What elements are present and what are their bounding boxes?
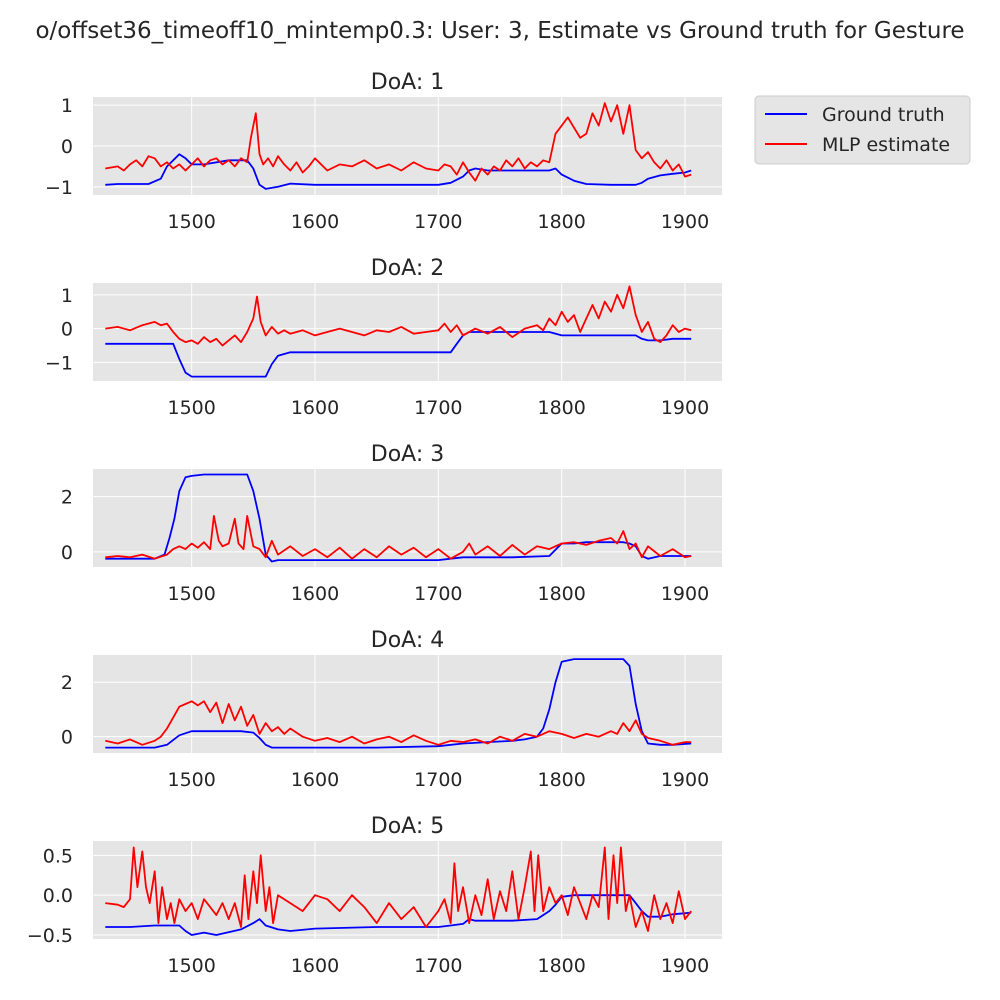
y-tick-label: 0.0 [43, 885, 73, 907]
y-tick-label: −1 [45, 177, 73, 199]
y-tick-label: 0 [61, 319, 73, 341]
figure-suptitle: o/offset36_timeoff10_mintemp0.3: User: 3… [35, 18, 964, 44]
x-tick-label: 1700 [414, 769, 462, 791]
x-tick-label: 1700 [414, 397, 462, 419]
series-group [105, 473, 692, 563]
series-group [105, 846, 692, 936]
x-tick-label: 1800 [537, 211, 585, 233]
x-tick-label: 1900 [661, 583, 709, 605]
y-tick-label: 0 [61, 542, 73, 564]
x-tick-label: 1600 [291, 211, 339, 233]
y-tick-label: −0.5 [27, 925, 73, 947]
subplot-title: DoA: 5 [371, 814, 444, 839]
y-tick-label: 1 [61, 285, 73, 307]
mlp-estimate-line [105, 515, 692, 560]
subplot-doa-1: 1500 1600 1700 1800 1900 −1 0 1 DoA: 1 [45, 70, 722, 233]
x-tick-label: 1900 [661, 211, 709, 233]
y-tick-label: 0.5 [43, 845, 73, 867]
mlp-estimate-line [105, 102, 692, 182]
ground-truth-line [105, 894, 692, 936]
subplot-doa-2: 1500 1600 1700 1800 1900 −1 0 1 DoA: 2 [45, 256, 722, 419]
x-tick-label: 1600 [291, 769, 339, 791]
series-group [105, 102, 692, 190]
legend-ground-truth-label: Ground truth [822, 104, 945, 126]
y-tick-label: −1 [45, 352, 73, 374]
x-tick-label: 1800 [537, 955, 585, 977]
x-tick-label: 1800 [537, 397, 585, 419]
subplot-title: DoA: 1 [371, 70, 444, 95]
x-tick-label: 1500 [167, 211, 215, 233]
x-tick-label: 1500 [167, 955, 215, 977]
x-tick-label: 1800 [537, 769, 585, 791]
x-tick-label: 1800 [537, 583, 585, 605]
subplot-title: DoA: 2 [371, 256, 444, 281]
series-group [105, 285, 692, 378]
y-tick-label: 0 [61, 136, 73, 158]
subplot-title: DoA: 4 [371, 628, 444, 653]
ground-truth-line [105, 153, 692, 190]
legend-mlp-estimate-label: MLP estimate [822, 134, 950, 156]
legend: Ground truth MLP estimate [754, 95, 971, 165]
y-tick-label: 2 [61, 487, 73, 509]
x-tick-label: 1500 [167, 769, 215, 791]
y-tick-label: 1 [61, 95, 73, 117]
x-tick-label: 1900 [661, 769, 709, 791]
mlp-estimate-line [105, 285, 692, 347]
x-tick-label: 1700 [414, 955, 462, 977]
ground-truth-line [105, 331, 692, 378]
x-tick-label: 1900 [661, 397, 709, 419]
series-group [105, 658, 692, 749]
y-tick-label: 2 [61, 672, 73, 694]
plot-area [93, 283, 722, 381]
x-tick-label: 1900 [661, 955, 709, 977]
subplot-doa-4: 1500 1600 1700 1800 1900 0 2 DoA: 4 [61, 628, 722, 791]
mlp-estimate-line [105, 846, 692, 932]
x-tick-label: 1700 [414, 583, 462, 605]
subplot-doa-5: 1500 1600 1700 1800 1900 −0.5 0.0 0.5 DoA: 5 [27, 814, 722, 977]
x-tick-label: 1500 [167, 397, 215, 419]
plot-area [93, 841, 722, 939]
x-tick-label: 1600 [291, 955, 339, 977]
mlp-estimate-line [105, 700, 692, 746]
subplots: 1500 1600 1700 1800 1900 −1 0 1 DoA: 1 1500 1600 17… [27, 70, 722, 977]
subplot-doa-3: 1500 1600 1700 1800 1900 0 2 DoA: 3 [61, 442, 722, 605]
x-tick-label: 1600 [291, 583, 339, 605]
ground-truth-line [105, 658, 692, 749]
x-tick-label: 1500 [167, 583, 215, 605]
x-tick-label: 1700 [414, 211, 462, 233]
y-tick-label: 0 [61, 727, 73, 749]
subplot-title: DoA: 3 [371, 442, 444, 467]
x-tick-label: 1600 [291, 397, 339, 419]
legend-frame [754, 95, 971, 165]
